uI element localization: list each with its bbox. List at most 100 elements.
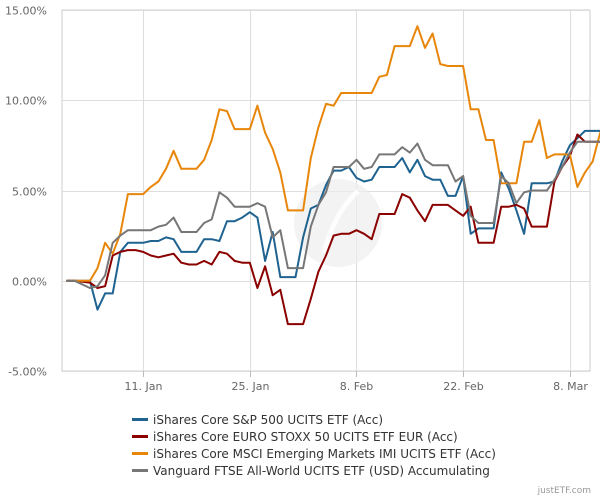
data-point [424,220,426,222]
data-point [210,139,213,141]
data-point [180,231,183,233]
chart-grid [61,9,591,372]
data-point [188,263,190,266]
data-point [142,251,144,253]
legend-item[interactable]: Vanguard FTSE All-World UCITS ETF (USD) … [132,462,496,479]
data-point [569,151,571,154]
legend-label: iShares Core S&P 500 UCITS ETF (Acc) [153,412,384,427]
data-point [424,175,426,177]
data-point [393,166,396,168]
data-point [340,169,343,172]
data-point [561,160,563,163]
data-point [172,216,175,219]
legend-swatch [132,435,148,438]
data-point [409,151,411,154]
data-point [165,224,167,226]
data-point [310,225,312,228]
data-point [294,267,297,269]
data-point [180,168,183,170]
data-point [195,263,198,266]
data-point [523,141,525,143]
data-point [165,168,167,170]
data-point [279,171,282,174]
data-point [370,238,373,240]
watermark-logo [294,178,382,267]
data-point [119,251,122,253]
data-point [355,92,358,94]
data-point [508,182,510,185]
legend-item[interactable]: iShares Core EURO STOXX 50 UCITS ETF EUR… [132,428,496,445]
data-point [348,233,350,235]
data-point [530,189,533,192]
data-point [477,108,480,111]
y-tick-label: 15.00% [5,5,47,18]
data-point [264,205,266,208]
data-point [226,196,228,199]
data-point [188,251,190,253]
data-point [378,76,381,78]
data-point [447,164,449,166]
data-point [431,32,434,35]
data-point [462,65,464,67]
data-point [264,260,266,262]
data-point [150,240,152,242]
data-point [150,229,152,231]
x-tick-label: 22. Feb [443,380,483,393]
data-point [538,119,541,121]
data-point [386,153,388,156]
data-point [256,104,259,107]
data-point [325,103,327,105]
data-point [492,139,495,141]
x-tick-label: 11. Jan [125,380,163,393]
data-point [447,65,449,67]
data-point [294,323,297,325]
data-point [157,180,160,183]
data-point [462,175,464,177]
data-point [264,265,266,268]
data-point [538,182,541,185]
data-point [492,222,495,224]
data-point [500,171,503,174]
data-point [157,256,160,259]
data-point [378,213,381,215]
data-point [249,261,251,264]
data-point [515,182,518,185]
data-point [172,252,175,255]
data-point [73,280,76,282]
data-point [492,227,495,230]
data-point [157,225,160,228]
data-point [454,209,457,212]
data-point [439,204,442,206]
data-point [256,202,259,204]
data-point [96,308,99,311]
data-point [287,276,289,278]
data-point [210,218,213,221]
data-point [249,211,251,213]
data-point [469,233,472,235]
data-point [363,92,365,94]
data-point [271,236,274,239]
data-point [401,157,404,159]
legend-item[interactable]: iShares Core MSCI Emerging Markets IMI U… [132,445,496,462]
data-point [325,254,327,257]
data-point [279,289,282,291]
data-point [332,166,335,168]
data-point [218,108,221,111]
data-point [469,108,472,111]
data-point [485,227,487,230]
data-point [241,261,243,264]
data-point [150,186,152,188]
data-point [195,231,198,233]
data-point [96,267,99,269]
data-point [218,191,221,194]
data-point [561,166,563,168]
data-point [584,171,586,174]
data-point [348,92,350,94]
watermark-circle [294,178,382,267]
data-point [508,187,510,190]
data-point [576,141,579,143]
legend-item[interactable]: iShares Core S&P 500 UCITS ETF (Acc) [132,411,496,428]
data-point [256,216,259,219]
data-point [584,130,586,132]
data-point [111,252,114,255]
